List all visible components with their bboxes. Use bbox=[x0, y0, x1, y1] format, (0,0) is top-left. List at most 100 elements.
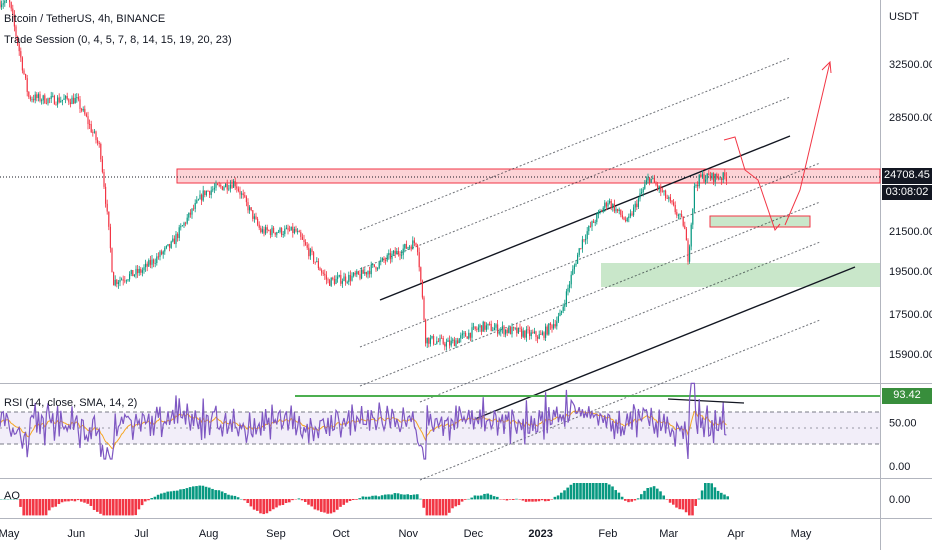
resistance-zone[interactable] bbox=[176, 168, 881, 184]
candle-body bbox=[205, 191, 207, 196]
candle-body bbox=[23, 70, 25, 74]
candle-body bbox=[394, 250, 396, 255]
ao-bar bbox=[432, 499, 435, 516]
candle-body bbox=[143, 267, 145, 271]
candle-body bbox=[407, 247, 409, 249]
candle-body bbox=[226, 183, 228, 190]
candle-body bbox=[61, 99, 63, 101]
candle-body bbox=[269, 230, 271, 235]
candle-body bbox=[204, 190, 206, 196]
ao-bar bbox=[368, 496, 371, 500]
candle-body bbox=[657, 184, 659, 189]
candle-body bbox=[493, 327, 495, 331]
rsi-pane[interactable]: 50.00 0.00 bbox=[0, 382, 917, 473]
last-price-tag: 24708.45 bbox=[882, 168, 932, 184]
rsi-line bbox=[0, 382, 727, 460]
candle-body bbox=[373, 264, 375, 267]
ao-bar bbox=[300, 499, 304, 501]
candle-body bbox=[293, 229, 295, 233]
rsi-divergence-line[interactable] bbox=[667, 398, 745, 404]
ao-bar bbox=[617, 492, 621, 500]
channel-dotted-line bbox=[359, 57, 791, 231]
candle-body bbox=[151, 259, 153, 265]
ao-bar bbox=[153, 496, 157, 500]
candle-body bbox=[188, 212, 190, 218]
ao-bar bbox=[579, 483, 582, 500]
candle-body bbox=[220, 185, 222, 187]
candle-body bbox=[489, 323, 491, 325]
candle-body bbox=[417, 245, 419, 253]
projection-arrowhead bbox=[821, 60, 832, 74]
candle-body bbox=[385, 260, 387, 261]
candle-body bbox=[50, 96, 52, 99]
regression-channel[interactable] bbox=[359, 57, 856, 481]
candle-body bbox=[79, 99, 81, 109]
candle-body bbox=[39, 94, 41, 101]
candle-body bbox=[321, 270, 323, 273]
ao-bar bbox=[444, 499, 448, 516]
ao-bar bbox=[140, 499, 144, 506]
price-tick: 17500.00 bbox=[889, 309, 932, 321]
candle-body bbox=[189, 212, 191, 215]
ao-bar bbox=[355, 499, 358, 500]
candle-body bbox=[341, 281, 343, 284]
ao-bar bbox=[400, 494, 403, 500]
candle-body bbox=[682, 216, 684, 226]
candle-body bbox=[404, 243, 406, 249]
rsi-tick: 0.00 bbox=[889, 461, 910, 473]
candle-body bbox=[425, 319, 427, 344]
ao-bar bbox=[633, 499, 637, 501]
candle-body bbox=[708, 173, 710, 176]
candle-body bbox=[249, 207, 251, 211]
ao-bar bbox=[243, 499, 246, 501]
candle-body bbox=[178, 227, 180, 239]
candle-body bbox=[10, 2, 12, 9]
candle-body bbox=[484, 321, 486, 330]
candle-body bbox=[679, 214, 681, 215]
ao-bar bbox=[217, 490, 221, 500]
ao-bar bbox=[185, 488, 189, 500]
ao-bar bbox=[457, 499, 461, 506]
candle-body bbox=[674, 205, 676, 213]
ao-bar bbox=[640, 494, 643, 500]
candle-body bbox=[284, 228, 286, 235]
candle-body bbox=[119, 279, 121, 283]
candle-body bbox=[644, 184, 646, 189]
candle-body bbox=[442, 338, 444, 344]
candle-body bbox=[465, 332, 467, 337]
ao-bar bbox=[460, 499, 464, 502]
ao-bar bbox=[483, 493, 486, 500]
candle-body bbox=[108, 211, 110, 227]
price-pane[interactable]: 32500.00 28500.00 21500.00 19500.00 17500.00… bbox=[0, 0, 932, 481]
indicator-legend[interactable]: Trade Session (0, 4, 5, 7, 8, 14, 15, 19… bbox=[4, 34, 232, 46]
ao-bar bbox=[262, 499, 265, 515]
candle-body bbox=[690, 224, 692, 247]
ao-bar bbox=[124, 499, 128, 516]
projection-path[interactable] bbox=[723, 60, 832, 232]
support-zone[interactable] bbox=[601, 263, 880, 287]
candle-body bbox=[503, 326, 505, 335]
time-label: Aug bbox=[199, 528, 219, 540]
candle-body bbox=[572, 269, 574, 275]
ao-pane[interactable]: 0.00 bbox=[0, 483, 910, 516]
candle-body bbox=[634, 203, 636, 208]
ao-bar bbox=[371, 495, 374, 500]
candle-body bbox=[60, 100, 62, 103]
rsi-legend[interactable]: RSI (14, close, SMA, 14, 2) bbox=[4, 397, 138, 409]
ao-legend[interactable]: AO bbox=[4, 490, 20, 502]
ao-bar bbox=[435, 499, 438, 516]
candle-body bbox=[449, 340, 451, 346]
candle-body bbox=[223, 187, 225, 190]
retest-zone[interactable] bbox=[709, 215, 811, 228]
ao-bar bbox=[348, 499, 352, 501]
candle-body bbox=[338, 275, 340, 277]
candle-body bbox=[588, 226, 590, 232]
candle-body bbox=[153, 259, 155, 264]
ao-bar bbox=[598, 483, 601, 500]
price-tick: 15900.00 bbox=[889, 349, 932, 361]
symbol-title[interactable]: Bitcoin / TetherUS, 4h, BINANCE bbox=[4, 13, 166, 25]
candle-body bbox=[90, 124, 92, 133]
ao-bar bbox=[700, 490, 704, 500]
ao-bar bbox=[723, 494, 726, 500]
